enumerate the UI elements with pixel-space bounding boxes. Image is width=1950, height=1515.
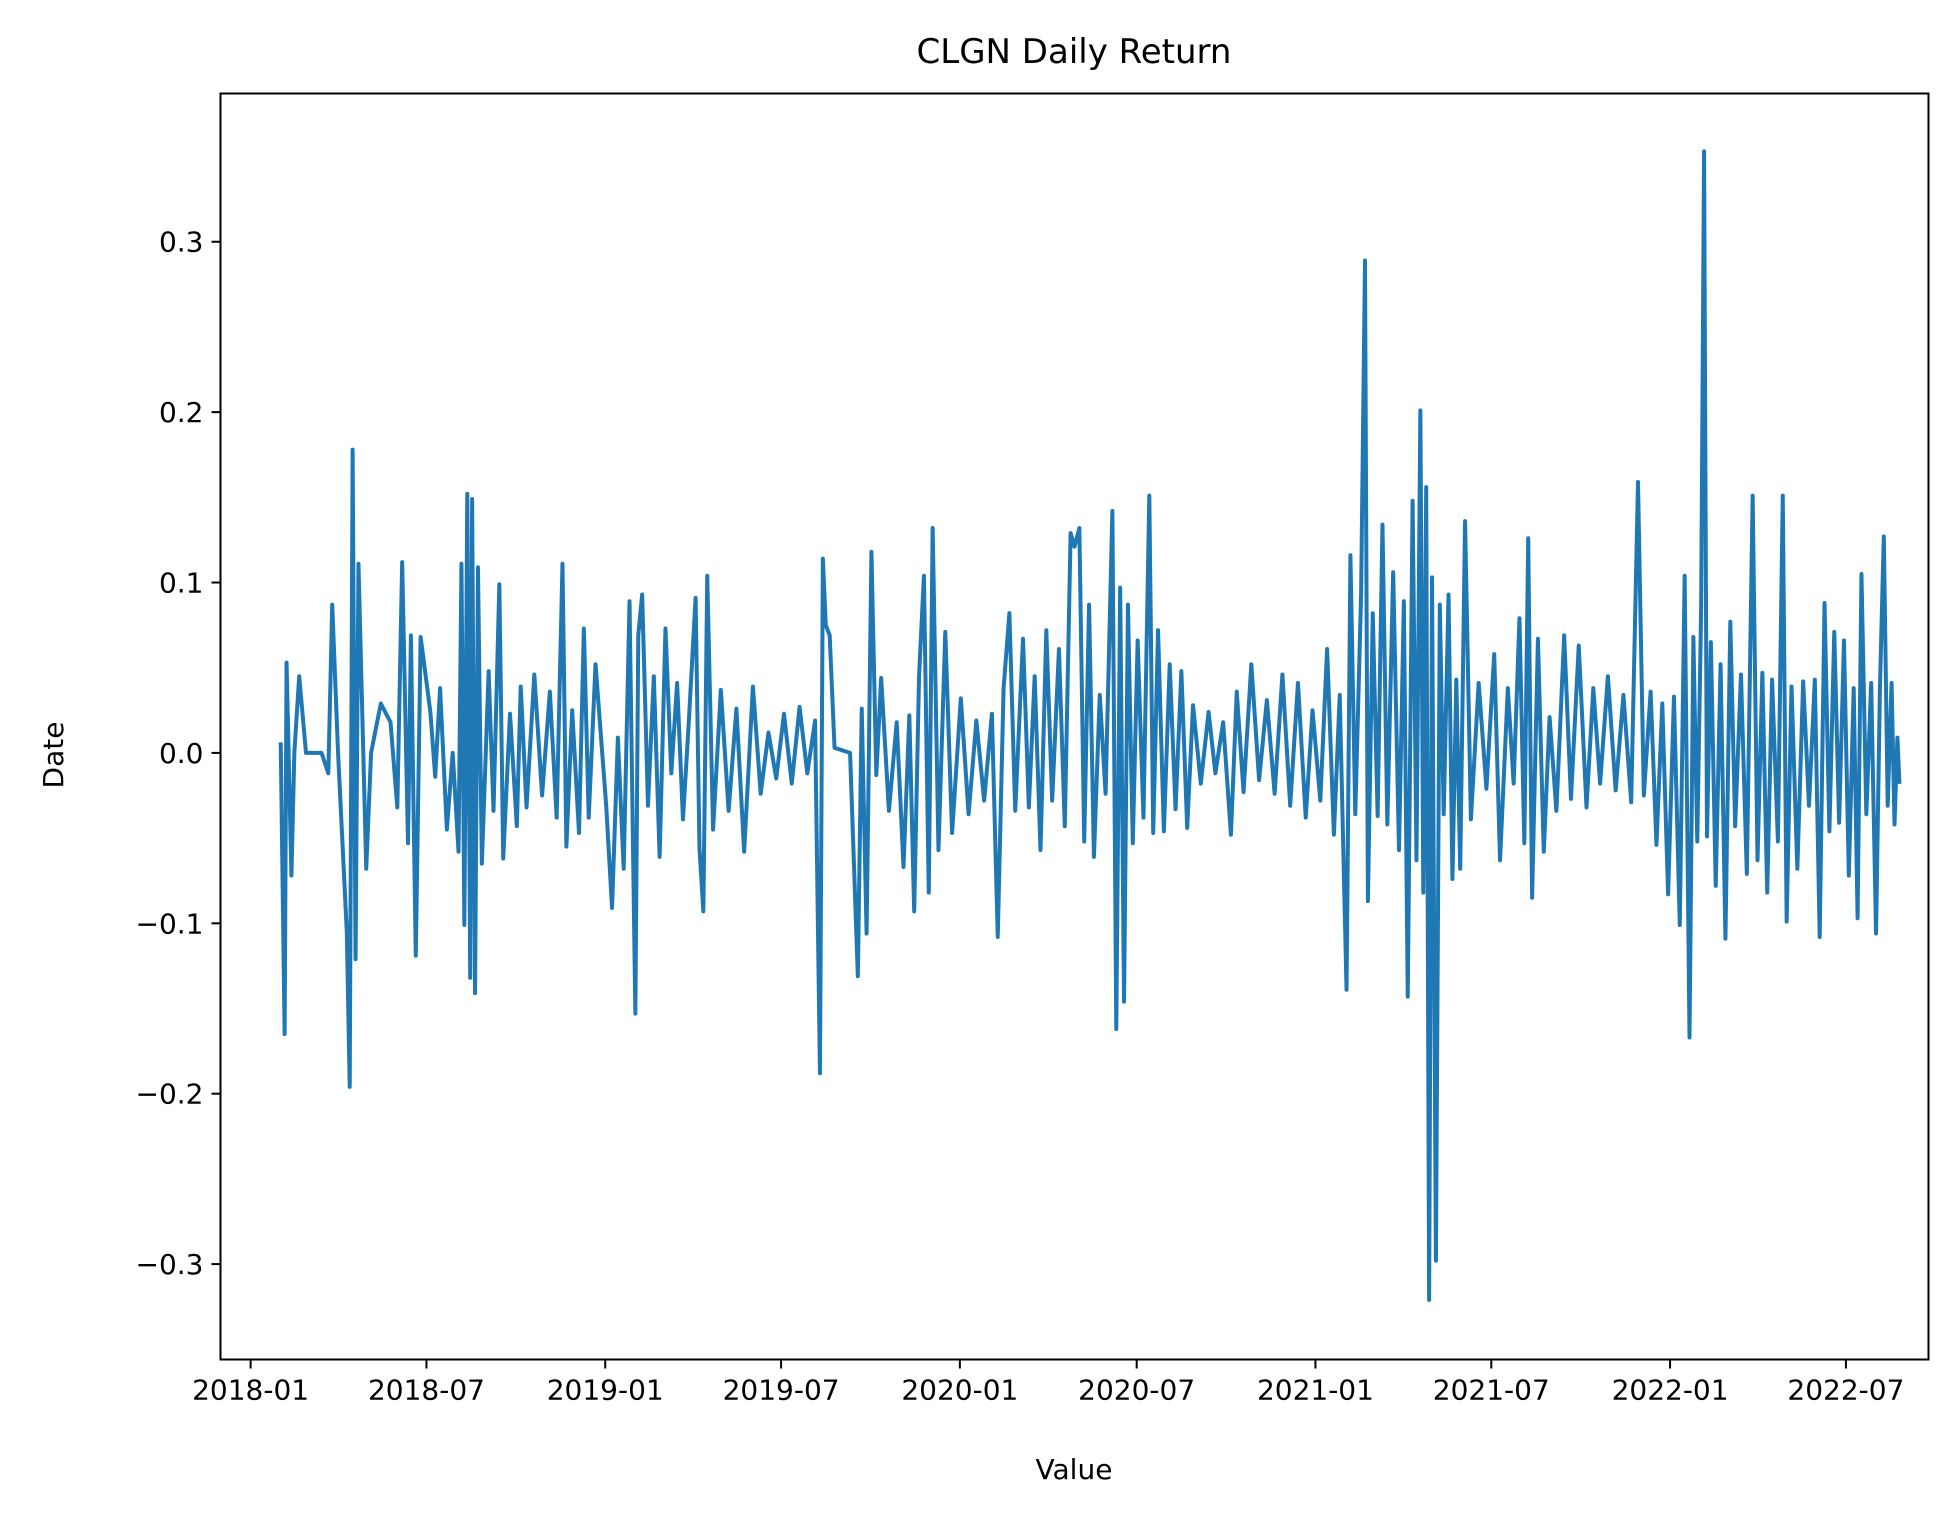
- x-tick-label: 2020-07: [1078, 1374, 1195, 1407]
- x-tick-label: 2018-01: [192, 1374, 309, 1407]
- y-axis-label: Date: [37, 722, 70, 789]
- y-axis-ticks: 0.3 0.2 0.1 0.0 −0.1 −0.2 −0.3: [136, 226, 221, 1281]
- x-tick-label: 2019-07: [723, 1374, 840, 1407]
- x-tick-label: 2021-01: [1257, 1374, 1374, 1407]
- x-tick-label: 2022-01: [1612, 1374, 1729, 1407]
- y-tick-label: −0.3: [136, 1248, 204, 1281]
- x-tick-label: 2021-07: [1433, 1374, 1550, 1407]
- chart-title: CLGN Daily Return: [917, 32, 1232, 72]
- y-tick-label: −0.1: [136, 907, 204, 940]
- x-axis-label: Value: [1036, 1453, 1113, 1486]
- x-tick-label: 2020-01: [901, 1374, 1018, 1407]
- y-tick-label: 0.2: [159, 396, 204, 429]
- y-tick-label: 0.3: [159, 226, 204, 259]
- plot-area-frame: [219, 92, 1930, 1361]
- x-tick-label: 2019-01: [547, 1374, 664, 1407]
- x-tick-label: 2022-07: [1787, 1374, 1904, 1407]
- y-tick-label: 0.1: [159, 567, 204, 600]
- series-layer: [278, 149, 1902, 1302]
- x-axis-ticks: 2018-01 2018-07 2019-01 2019-07 2020-01 2020-…: [192, 1359, 1904, 1407]
- series-line: [278, 149, 1902, 1302]
- y-tick-label: −0.2: [136, 1078, 204, 1111]
- x-tick-label: 2018-07: [368, 1374, 485, 1407]
- y-tick-label: 0.0: [159, 737, 204, 770]
